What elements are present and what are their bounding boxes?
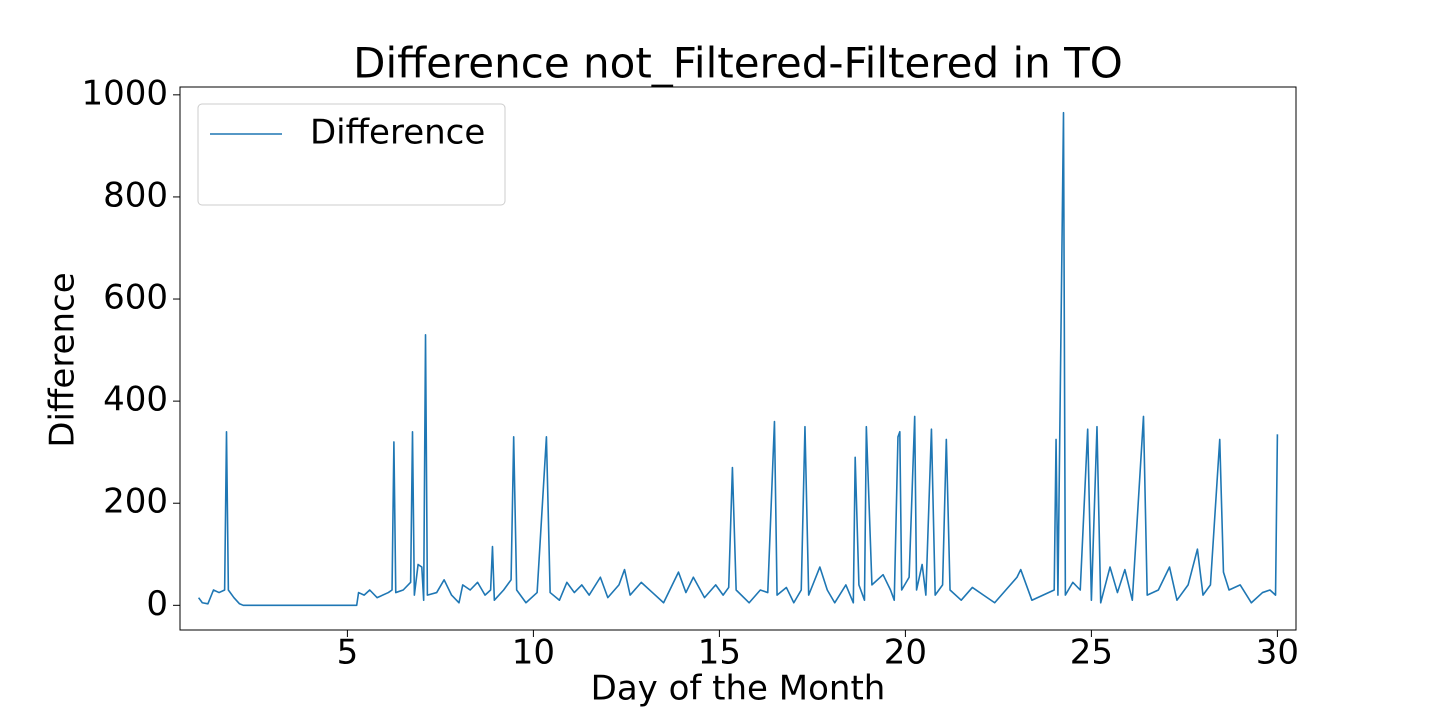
- legend-label: Difference: [310, 113, 485, 153]
- x-tick-label: 10: [512, 633, 555, 673]
- x-tick-label: 20: [884, 633, 927, 673]
- x-axis-label: Day of the Month: [591, 669, 886, 709]
- y-tick-label: 800: [103, 175, 168, 215]
- y-tick-label: 1000: [81, 73, 168, 113]
- x-tick-label: 15: [698, 633, 741, 673]
- x-tick-label: 5: [337, 633, 359, 673]
- y-axis-label: Difference: [43, 272, 83, 447]
- x-tick-label: 30: [1256, 633, 1299, 673]
- legend-box: [197, 103, 506, 206]
- x-tick-label: 25: [1070, 633, 1113, 673]
- y-tick-label: 600: [103, 278, 168, 318]
- y-tick-label: 0: [146, 584, 168, 624]
- plot-frame: [179, 86, 1297, 631]
- y-tick-label: 200: [103, 482, 168, 522]
- y-tick-label: 400: [103, 380, 168, 420]
- data-line: [197, 111, 1279, 607]
- chart-title: Difference not_Filtered-Filtered in TO: [353, 39, 1123, 88]
